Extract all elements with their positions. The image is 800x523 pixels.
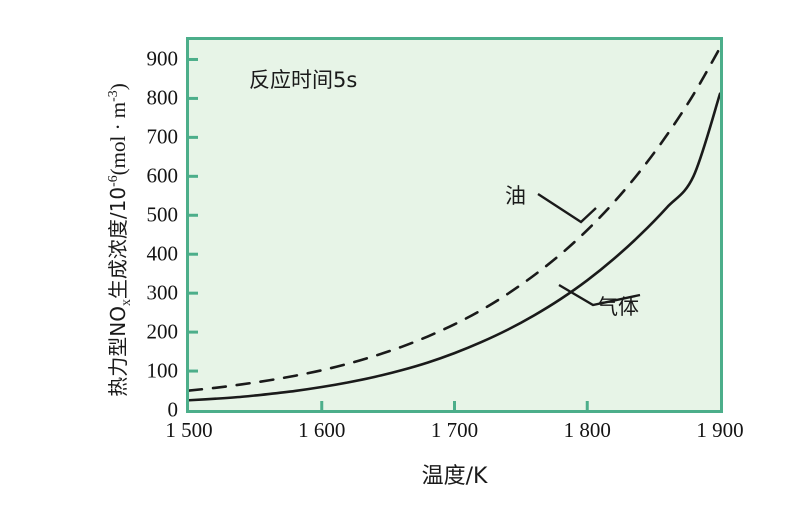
series-label-oil: 油 [505, 184, 526, 208]
y-tick-label: 900 [146, 46, 179, 71]
y-tick-label: 600 [146, 163, 179, 188]
axis-ticks-group [189, 57, 589, 410]
x-tick-label: 1 600 [298, 418, 346, 442]
series-label-gas: 气体 [597, 295, 639, 319]
x-axis-title: 温度/K [421, 464, 488, 489]
y-tick-label: 300 [146, 280, 179, 305]
label-leader-lines-group [537, 192, 641, 307]
x-tick-label: 1 900 [696, 418, 744, 442]
plot-background [186, 37, 723, 413]
y-tick-label: 500 [146, 202, 179, 227]
series-curve-gas [189, 92, 720, 402]
oil-label-leader-line [537, 192, 597, 224]
y-axis-tick-labels: 0 100 200 300 400 500 600 700 800 900 [104, 0, 179, 523]
x-tick-label: 1 500 [165, 418, 213, 442]
y-tick-label: 800 [146, 85, 179, 110]
plot-background-group [186, 37, 723, 413]
y-tick-label: 0 [167, 397, 179, 422]
y-tick-label: 200 [146, 319, 179, 344]
gas-label-leader-line [558, 283, 641, 307]
y-tick-label: 700 [146, 124, 179, 149]
x-tick-label: 1 700 [430, 418, 479, 442]
data-curves-group [189, 46, 720, 402]
y-tick-label: 100 [146, 358, 179, 383]
x-tick-label: 1 800 [563, 418, 611, 442]
y-tick-label: 400 [146, 241, 179, 266]
annotation-reaction-time: 反应时间5s [249, 68, 358, 92]
series-curve-oil [189, 46, 720, 392]
